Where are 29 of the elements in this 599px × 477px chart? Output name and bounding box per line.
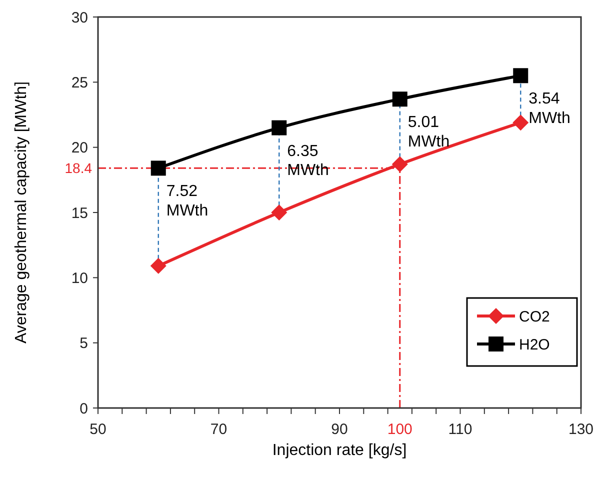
y-tick-label: 0 <box>80 400 88 418</box>
legend-label: CO2 <box>519 308 550 326</box>
x-axis-title: Injection rate [kg/s] <box>272 442 407 459</box>
x-tick-label: 90 <box>331 421 348 438</box>
annotation: 5.01 MWth <box>408 114 450 150</box>
x-tick-label: 70 <box>210 421 228 438</box>
ref-line-label: 18.4 <box>64 160 92 176</box>
y-tick-label: 30 <box>71 9 88 26</box>
legend-label: H2O <box>519 336 550 354</box>
y-axis-title: Average geothermal capacity [MWth] <box>13 81 30 344</box>
point <box>271 204 288 220</box>
y-tick-label: 10 <box>71 270 88 287</box>
point <box>392 92 408 107</box>
point <box>513 68 528 84</box>
point <box>272 120 287 136</box>
y-tick-label: 20 <box>71 140 88 157</box>
annotation: 7.52 MWth <box>166 183 208 220</box>
point <box>150 160 166 176</box>
x-tick-label: 110 <box>448 421 472 438</box>
point <box>392 156 408 172</box>
y-tick-label: 5 <box>80 335 88 352</box>
y-tick-label: 25 <box>71 74 88 92</box>
y-tick-label: 15 <box>71 204 88 222</box>
point <box>150 258 166 274</box>
annotation: 3.54 MWth <box>528 90 570 127</box>
point <box>512 114 529 131</box>
x-tick-label: 50 <box>90 421 106 438</box>
x-tick-label: 130 <box>568 421 594 438</box>
ref-line-label: 100 <box>387 421 412 438</box>
